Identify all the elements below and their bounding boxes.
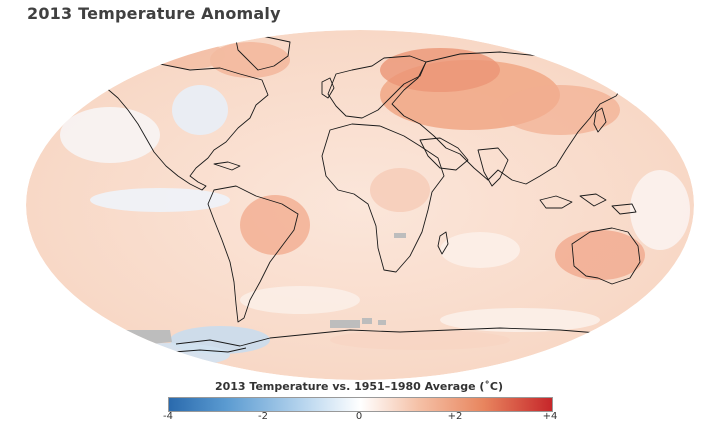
legend-tick-minus2: -2: [258, 411, 268, 422]
legend-title: 2013 Temperature vs. 1951–1980 Average (…: [214, 380, 504, 393]
legend-tick-plus2: +2: [447, 411, 463, 422]
legend-tick-max: +4: [542, 411, 558, 422]
map-title: 2013 Temperature Anomaly: [27, 4, 281, 23]
legend-tick-min: -4: [163, 411, 173, 422]
world-anomaly-map: [26, 30, 694, 380]
anomaly-patches: [60, 41, 690, 367]
legend-color-bar: [168, 397, 553, 412]
legend-tick-zero: 0: [355, 411, 363, 422]
